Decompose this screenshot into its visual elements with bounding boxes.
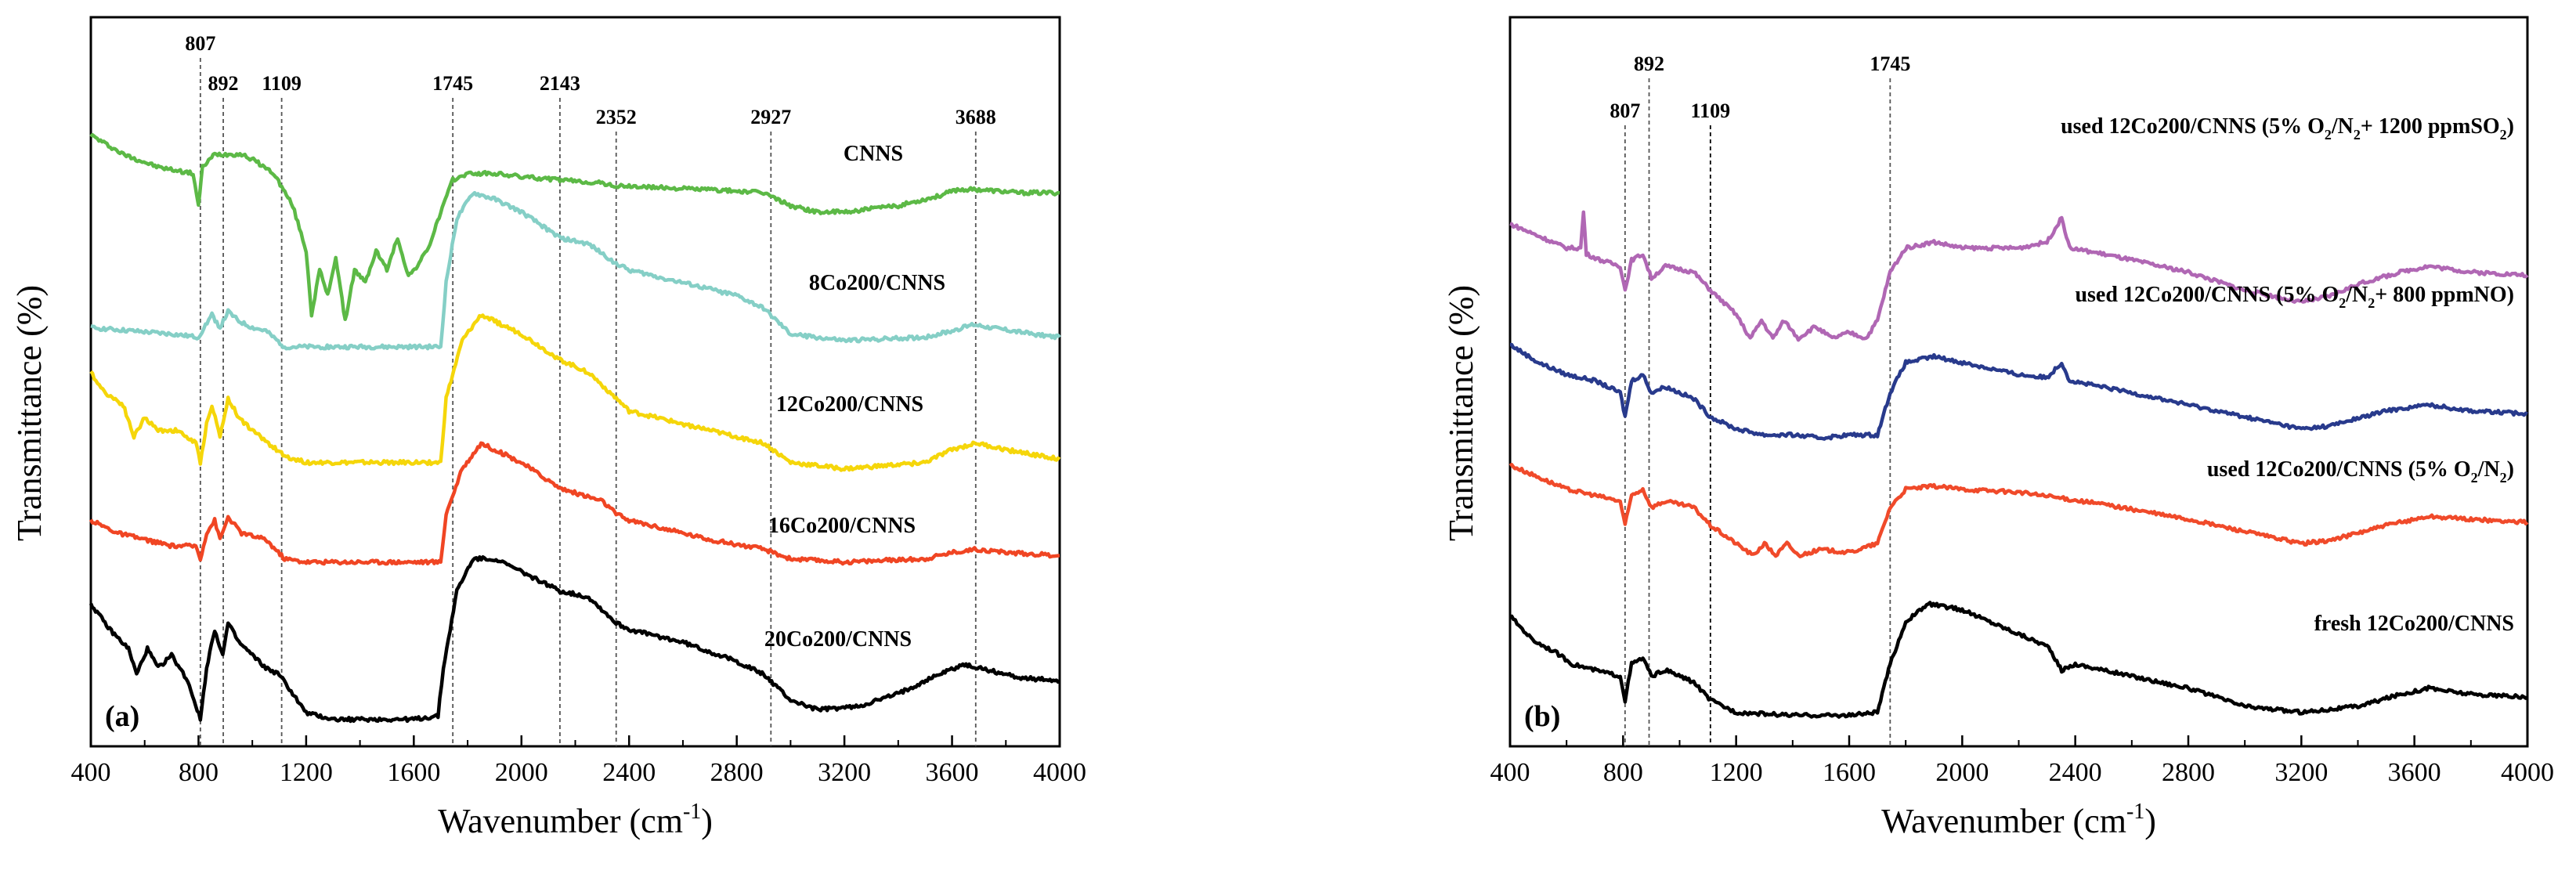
x-tick-label: 400 [1490,758,1530,787]
x-axis-label: Wavenumber (cm-1) [438,800,713,840]
x-tick-label: 2400 [602,758,656,787]
peak-label: 2143 [540,72,580,95]
series-label: 16Co200/CNNS [768,514,916,538]
x-tick-label: 1200 [280,758,333,787]
series-line [1509,342,2528,441]
series-label: fresh 12Co200/CNNS [2314,612,2514,636]
x-tick-label: 2800 [710,758,764,787]
series-line [1509,210,2529,342]
peak-label: 1745 [1870,52,1910,75]
series-label: CNNS [844,142,903,166]
x-tick-label: 3200 [818,758,871,787]
peak-label: 1109 [262,72,302,95]
series-line [1508,463,2529,558]
peak-label: 892 [208,72,239,95]
peak-label: 807 [1610,99,1640,122]
series-line [89,441,1060,566]
series-label: 20Co200/CNNS [764,627,912,652]
panel-b: 400 800 1200 1600 2000 2400 2800 3200 3600 4000 Wa… [1442,16,2554,840]
panel-a: 400 800 1200 1600 2000 2400 2800 3200 3600 4000 Wa… [10,16,1086,840]
x-tick-label: 1600 [387,758,440,787]
peak-label: 1745 [432,72,473,95]
x-tick-label: 3600 [2388,758,2441,787]
series-line [1509,601,2529,719]
peak-label: 2352 [596,106,637,128]
x-tick-label: 2000 [1935,758,1989,787]
series-line [89,554,1061,724]
x-tick-label: 1600 [1823,758,1876,787]
peak-label: 1109 [1691,99,1731,122]
x-tick-label: 400 [71,758,111,787]
x-tick-label: 2400 [2049,758,2102,787]
peak-label: 892 [1634,52,1664,75]
x-axis-label: Wavenumber (cm-1) [1881,800,2156,840]
x-tick-label: 1200 [1710,758,1763,787]
y-axis-label: Transmittance (%) [1442,285,1480,541]
x-tick-label: 4000 [1033,758,1086,787]
panel-label: (a) [105,700,139,733]
x-tick-label: 800 [179,758,219,787]
x-tick-label: 4000 [2501,758,2554,787]
series-line [89,313,1061,472]
series-label: used 12Co200/CNNS (5% O2/N2) [2207,457,2514,486]
x-tick-label: 800 [1603,758,1643,787]
x-tick-label: 3600 [926,758,979,787]
series-label: used 12Co200/CNNS (5% O2/N2+ 800 ppmNO) [2075,283,2514,311]
peak-label: 2927 [750,106,791,128]
x-tick-label: 2000 [495,758,548,787]
series-line [89,132,1060,322]
series-line [90,190,1061,351]
y-axis-label: Transmittance (%) [10,285,49,541]
series-label: used 12Co200/CNNS (5% O2/N2+ 1200 ppmSO2… [2061,114,2514,143]
series-label: 12Co200/CNNS [776,392,923,417]
x-tick-label: 3200 [2274,758,2328,787]
series-label: 8Co200/CNNS [809,271,945,295]
peak-label: 807 [185,32,215,55]
peak-label: 3688 [956,106,996,128]
panel-label: (b) [1524,700,1560,733]
x-tick-label: 2800 [2162,758,2215,787]
